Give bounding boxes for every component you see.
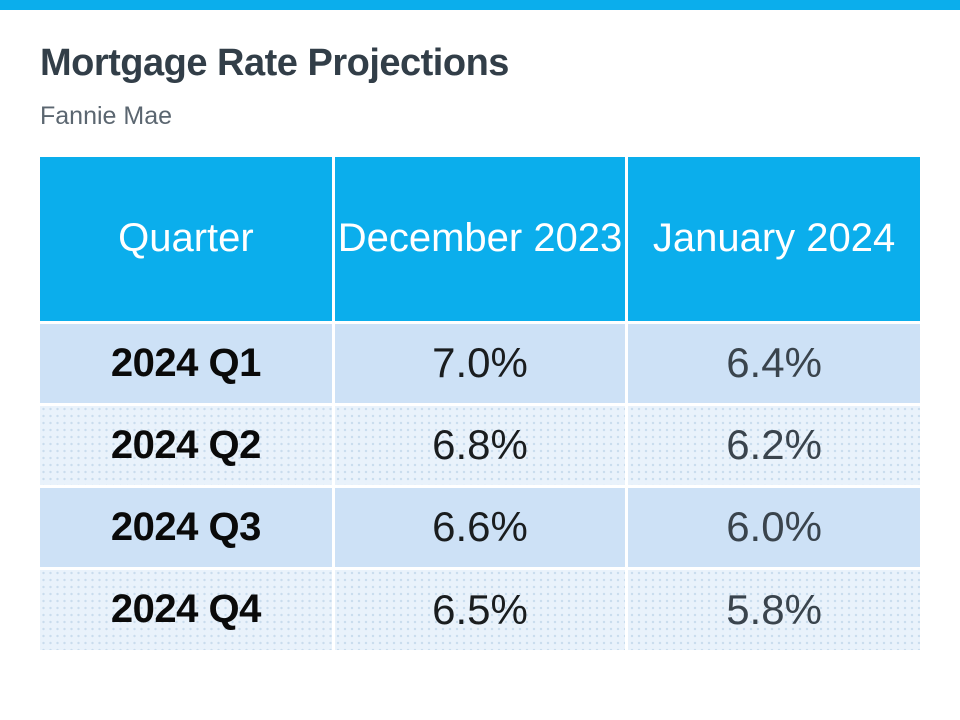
header-row: Quarter December 2023 January 2024	[40, 157, 920, 322]
december-value-cell: 6.8%	[331, 402, 627, 486]
january-value-cell: 6.2%	[625, 402, 920, 486]
table-row: 2024 Q4 6.5% 5.8%	[40, 566, 920, 650]
col-header-december-2023: December 2023	[331, 157, 627, 322]
table-row: 2024 Q2 6.8% 6.2%	[40, 402, 920, 486]
table-body: 2024 Q1 7.0% 6.4% 2024 Q2 6.8% 6.2% 2024…	[40, 320, 920, 650]
page-subtitle: Fannie Mae	[40, 102, 173, 130]
col-header-quarter: Quarter	[40, 157, 334, 322]
col-header-january-2024: January 2024	[625, 157, 920, 322]
table-header: Quarter December 2023 January 2024	[40, 157, 920, 322]
table-row: 2024 Q1 7.0% 6.4%	[40, 320, 920, 404]
table-row: 2024 Q3 6.6% 6.0%	[40, 484, 920, 568]
top-accent-bar	[0, 0, 960, 10]
december-value-cell: 7.0%	[331, 320, 627, 404]
december-value-cell: 6.6%	[331, 484, 627, 568]
quarter-cell: 2024 Q4	[40, 566, 334, 650]
quarter-cell: 2024 Q3	[40, 484, 334, 568]
page-title: Mortgage Rate Projections	[40, 42, 509, 84]
january-value-cell: 6.4%	[625, 320, 920, 404]
quarter-cell: 2024 Q1	[40, 320, 334, 404]
quarter-cell: 2024 Q2	[40, 402, 334, 486]
december-value-cell: 6.5%	[331, 566, 627, 650]
january-value-cell: 5.8%	[625, 566, 920, 650]
january-value-cell: 6.0%	[625, 484, 920, 568]
mortgage-rate-projections-table: Quarter December 2023 January 2024 2024 …	[40, 157, 920, 650]
